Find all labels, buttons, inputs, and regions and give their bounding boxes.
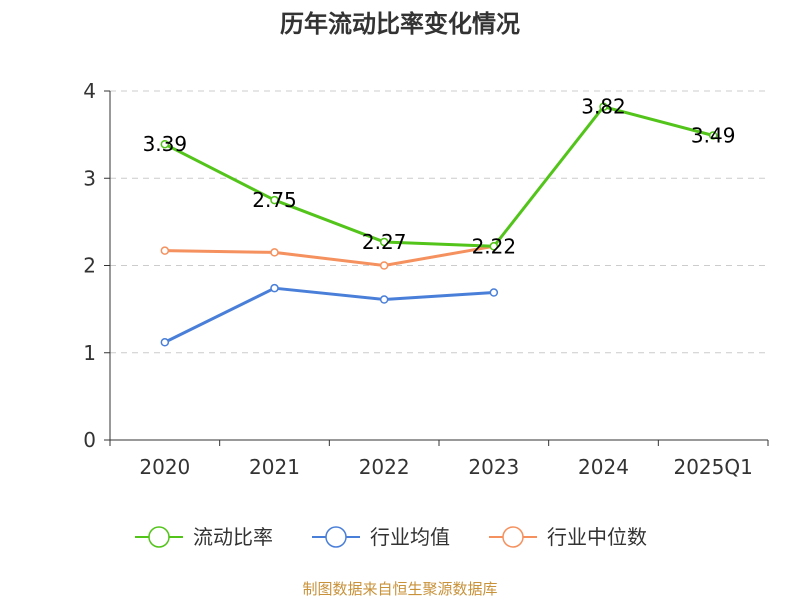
x-tick-label: 2025Q1 [673, 455, 752, 479]
data-label: 2.75 [252, 188, 297, 212]
data-point-1 [489, 288, 499, 297]
y-tick-label: 2 [83, 254, 96, 278]
legend-item-0[interactable]: 流动比率 [135, 525, 273, 549]
data-label: 3.49 [691, 123, 736, 147]
data-point-0 [379, 237, 389, 247]
data-point-1 [379, 295, 389, 304]
legend[interactable]: 流动比率 行业均值 行业中位数 [135, 525, 647, 549]
data-label: 3.39 [143, 132, 188, 156]
x-tick-label: 2020 [139, 455, 190, 479]
y-tick-label: 3 [83, 166, 96, 190]
legend-item-1[interactable]: 行业均值 [312, 525, 450, 549]
legend-item-2[interactable]: 行业中位数 [489, 525, 647, 549]
axes: 0 1 2 3 4 2020 2021 2022 2023 2024 2025Q1 [83, 79, 769, 479]
data-point-2 [160, 246, 170, 255]
grid-lines [110, 90, 768, 354]
legend-marker [502, 526, 524, 548]
x-tick-label: 2021 [249, 455, 300, 479]
series-group [160, 102, 718, 347]
data-labels: 3.39 2.75 2.27 2.22 3.82 3.49 [143, 95, 736, 259]
data-point-0 [489, 242, 499, 251]
y-tick-label: 0 [83, 428, 96, 452]
source-note: 制图数据来自恒生聚源数据库 [302, 580, 497, 598]
series-line-2 [164, 244, 495, 267]
data-point-0 [270, 195, 279, 205]
data-point-1 [270, 283, 279, 293]
chart-title: 历年流动比率变化情况 [280, 10, 520, 38]
data-point-2 [379, 261, 389, 270]
data-point-2 [270, 248, 279, 257]
y-tick-label: 1 [83, 341, 96, 365]
series-line-0 [164, 105, 714, 248]
series-line-1 [164, 286, 494, 344]
data-point-0 [599, 102, 608, 111]
data-label: 2.27 [362, 230, 407, 254]
data-point-0 [160, 139, 170, 149]
data-label: 3.82 [581, 95, 626, 119]
y-tick-label: 4 [83, 79, 96, 103]
data-point-0 [708, 131, 718, 140]
x-tick-label: 2022 [359, 455, 410, 479]
legend-marker [325, 526, 347, 548]
x-tick-label: 2023 [468, 455, 519, 479]
legend-label: 行业中位数 [547, 525, 647, 549]
legend-marker [148, 526, 170, 548]
data-label: 2.22 [472, 234, 517, 258]
x-tick-label: 2024 [578, 455, 629, 479]
legend-label: 流动比率 [193, 525, 273, 549]
legend-label: 行业均值 [370, 525, 450, 549]
data-point-1 [160, 338, 170, 347]
